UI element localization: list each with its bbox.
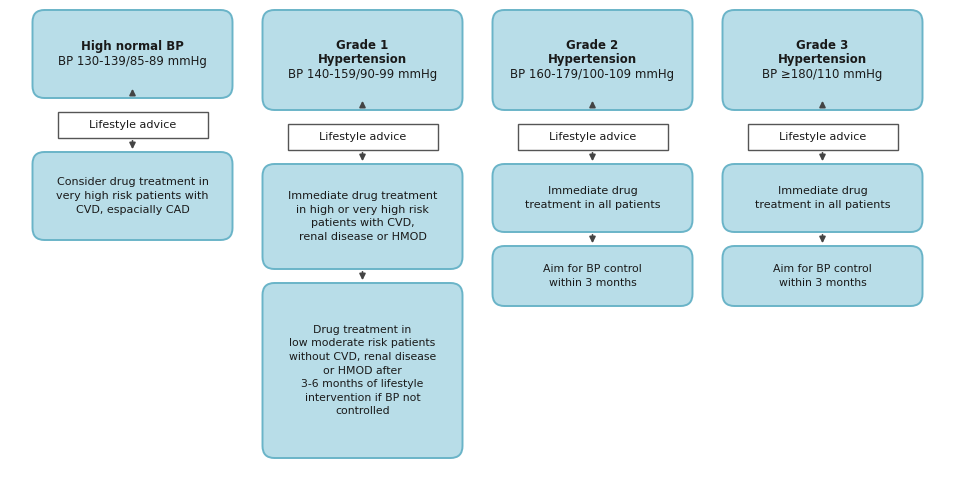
Text: 3-6 months of lifestyle: 3-6 months of lifestyle <box>302 379 424 389</box>
Text: very high risk patients with: very high risk patients with <box>56 191 209 201</box>
Text: Consider drug treatment in: Consider drug treatment in <box>56 177 208 187</box>
Text: Aim for BP control: Aim for BP control <box>774 264 872 274</box>
Text: within 3 months: within 3 months <box>778 278 866 288</box>
Text: Hypertension: Hypertension <box>548 54 637 67</box>
Bar <box>287 124 437 150</box>
Text: Drug treatment in: Drug treatment in <box>313 325 412 335</box>
Text: Immediate drug treatment: Immediate drug treatment <box>287 191 437 200</box>
Text: in high or very high risk: in high or very high risk <box>296 205 429 214</box>
Text: patients with CVD,: patients with CVD, <box>310 218 414 228</box>
Text: BP 140-159/90-99 mmHg: BP 140-159/90-99 mmHg <box>287 68 437 81</box>
Text: BP ≥180/110 mmHg: BP ≥180/110 mmHg <box>762 68 882 81</box>
FancyBboxPatch shape <box>263 10 462 110</box>
Text: BP 130-139/85-89 mmHg: BP 130-139/85-89 mmHg <box>58 55 207 68</box>
Text: Lifestyle advice: Lifestyle advice <box>779 132 866 142</box>
Text: intervention if BP not: intervention if BP not <box>305 393 420 403</box>
Text: treatment in all patients: treatment in all patients <box>524 200 660 210</box>
FancyBboxPatch shape <box>723 246 923 306</box>
Text: Grade 1: Grade 1 <box>336 39 389 52</box>
Text: Hypertension: Hypertension <box>318 54 407 67</box>
Text: controlled: controlled <box>335 406 390 416</box>
Bar <box>748 124 898 150</box>
FancyBboxPatch shape <box>32 10 232 98</box>
Bar <box>57 112 207 138</box>
FancyBboxPatch shape <box>493 164 692 232</box>
FancyBboxPatch shape <box>263 283 462 458</box>
Text: CVD, espacially CAD: CVD, espacially CAD <box>75 205 189 215</box>
Text: BP 160-179/100-109 mmHg: BP 160-179/100-109 mmHg <box>510 68 674 81</box>
Text: Lifestyle advice: Lifestyle advice <box>549 132 636 142</box>
Text: Lifestyle advice: Lifestyle advice <box>89 120 176 130</box>
Text: Aim for BP control: Aim for BP control <box>543 264 642 274</box>
Text: High normal BP: High normal BP <box>81 40 184 53</box>
Text: Grade 2: Grade 2 <box>566 39 619 52</box>
FancyBboxPatch shape <box>493 246 692 306</box>
Text: or HMOD after: or HMOD after <box>323 366 402 375</box>
FancyBboxPatch shape <box>263 164 462 269</box>
Text: Grade 3: Grade 3 <box>796 39 849 52</box>
Text: renal disease or HMOD: renal disease or HMOD <box>299 232 427 242</box>
FancyBboxPatch shape <box>723 164 923 232</box>
Text: Immediate drug: Immediate drug <box>777 186 867 196</box>
Text: Lifestyle advice: Lifestyle advice <box>319 132 406 142</box>
FancyBboxPatch shape <box>32 152 232 240</box>
Text: treatment in all patients: treatment in all patients <box>754 200 890 210</box>
FancyBboxPatch shape <box>493 10 692 110</box>
Text: without CVD, renal disease: without CVD, renal disease <box>288 352 436 362</box>
Text: low moderate risk patients: low moderate risk patients <box>289 339 435 348</box>
Text: within 3 months: within 3 months <box>548 278 636 288</box>
Text: Immediate drug: Immediate drug <box>547 186 637 196</box>
Bar <box>518 124 668 150</box>
FancyBboxPatch shape <box>723 10 923 110</box>
Text: Hypertension: Hypertension <box>778 54 867 67</box>
